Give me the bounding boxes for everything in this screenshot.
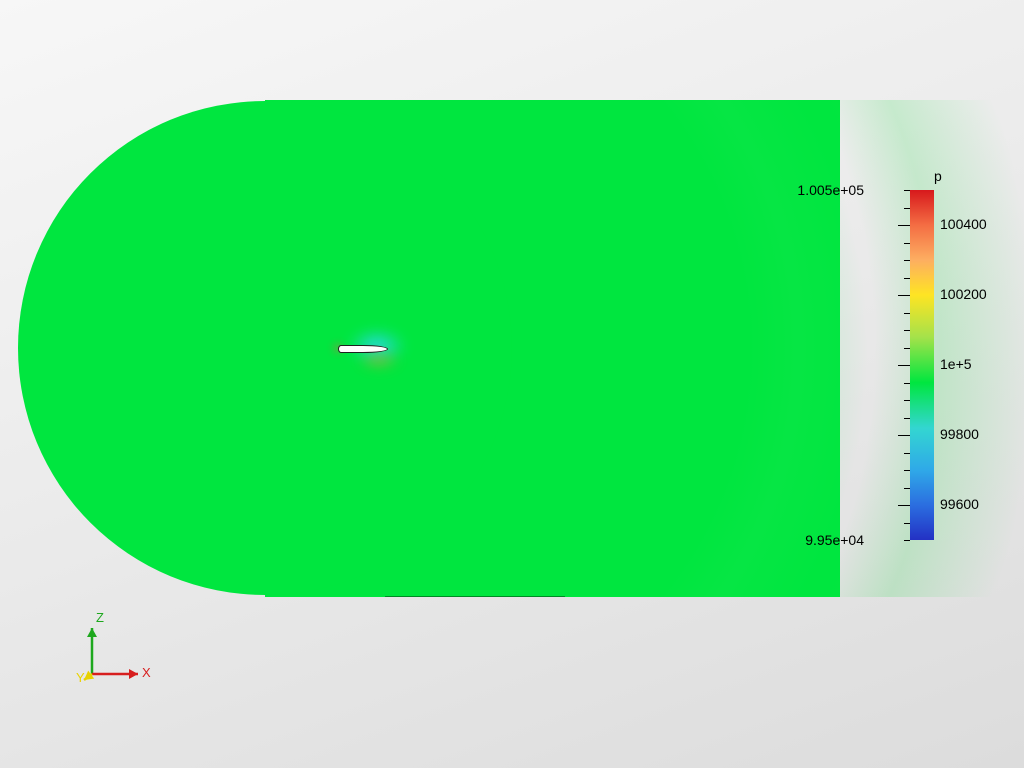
colorbar-max-label: 1.005e+05 (784, 182, 864, 198)
colorbar-gradient (910, 190, 934, 540)
colorbar-ticks: 1004001002001e+59980099600 (870, 190, 910, 540)
colorbar-tick-label: 100400 (940, 216, 987, 232)
axis-x-label: X (142, 665, 151, 680)
axis-y-label: Y (76, 670, 85, 685)
colorbar-title: p (934, 168, 942, 184)
colorbar: p 1.005e+05 1004001002001e+59980099600 9… (870, 190, 1010, 580)
axis-z-label: Z (96, 610, 104, 625)
colorbar-min-label: 9.95e+04 (784, 532, 864, 548)
colorbar-tick-label: 99800 (940, 426, 979, 442)
axis-z (87, 628, 97, 674)
colorbar-tick-label: 100200 (940, 286, 987, 302)
axis-x (92, 669, 138, 679)
colorbar-tick-label: 1e+5 (940, 356, 972, 372)
colorbar-tick-label: 99600 (940, 496, 979, 512)
orientation-triad[interactable]: Z X Y (78, 610, 156, 688)
simulation-viewport[interactable]: p 1.005e+05 1004001002001e+59980099600 9… (0, 0, 1024, 768)
